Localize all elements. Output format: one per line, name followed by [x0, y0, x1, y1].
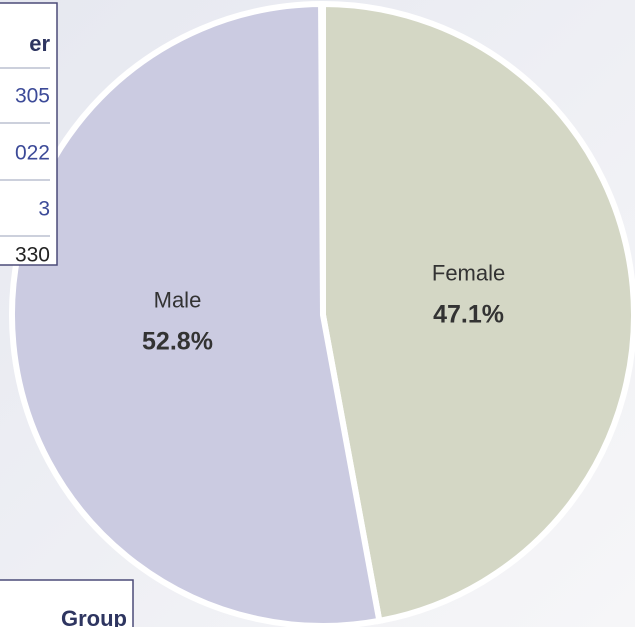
table: er 305 022 3 330: [0, 2, 58, 267]
table-box: [0, 2, 58, 266]
table-header: er: [29, 31, 50, 56]
group-box: [0, 579, 134, 627]
slice-name: Male: [154, 288, 202, 313]
pie-chart: Female 47.1% Male 52.8%: [9, 0, 635, 627]
pie-slice: [9, 0, 383, 627]
table-cell: 330: [15, 244, 50, 267]
table-cell: 305: [15, 85, 50, 108]
slice-name: Female: [432, 261, 505, 286]
group-table: Group: [0, 579, 134, 627]
table-cell: 022: [15, 142, 50, 165]
pie-slice: [320, 0, 635, 625]
slice-percent: 52.8%: [142, 327, 213, 355]
slice-percent: 47.1%: [433, 300, 504, 328]
table-cell: 3: [38, 198, 50, 221]
group-header: Group: [61, 606, 127, 627]
